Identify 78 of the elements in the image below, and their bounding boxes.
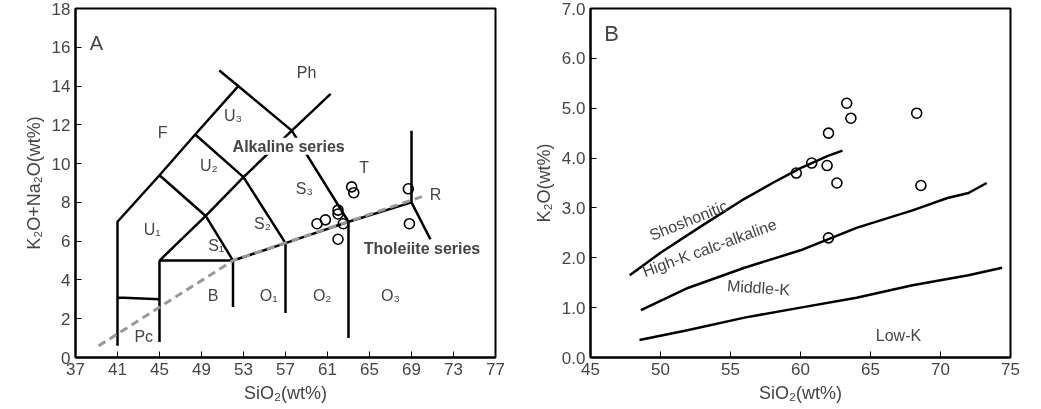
point (332, 204, 344, 216)
annotation: Low-K (875, 326, 922, 344)
annotation: U₁ (143, 221, 161, 239)
annotation: B (207, 286, 219, 304)
y-tick-label: 7.0 (561, 0, 586, 19)
x-tick-label: 73 (444, 359, 463, 379)
y-tick-label: 2.0 (561, 248, 586, 268)
y-tick-label: 16 (51, 38, 71, 58)
annotation: U₂ (199, 157, 218, 175)
y-tick-label: 5.0 (561, 99, 586, 119)
y-tick-label: 4 (61, 270, 71, 290)
x-tick-label: 60 (791, 359, 810, 379)
point (332, 208, 344, 220)
line-series (628, 149, 844, 277)
point (403, 217, 416, 230)
y-tick-label: 3.0 (561, 198, 586, 218)
y-tick-label: 1.0 (561, 298, 586, 318)
annotation: T (359, 158, 370, 176)
x-tick-label: 61 (318, 359, 337, 379)
annotation: F (157, 124, 168, 142)
point (822, 127, 835, 139)
point (402, 183, 415, 195)
y-tick-label: 6.0 (561, 49, 586, 69)
point (332, 233, 344, 246)
x-tick-label: 50 (651, 359, 670, 379)
y-tick-label: 18 (51, 0, 71, 19)
point (347, 186, 360, 199)
y-axis-title: K₂O(wt%) (533, 143, 554, 223)
y-tick-label: 10 (51, 154, 71, 174)
annotation: S₂ (253, 215, 271, 233)
point (910, 107, 923, 119)
annotation: S₃ (295, 180, 313, 198)
annotation: Tholeiite series (363, 240, 481, 258)
x-tick-label: 65 (861, 359, 880, 379)
annotation: O₁ (259, 286, 278, 304)
point (845, 112, 857, 124)
x-tick-label: 65 (360, 359, 379, 379)
annotation: Alkaline series (232, 137, 345, 155)
point (840, 97, 853, 110)
point (790, 167, 803, 179)
point (915, 179, 927, 192)
line-series (639, 181, 988, 312)
x-tick-label: 55 (721, 359, 740, 379)
x-tick-label: 53 (234, 359, 253, 379)
point (805, 157, 818, 169)
x-tick-label: 49 (192, 359, 211, 379)
x-tick-label: 75 (1001, 359, 1020, 379)
point (319, 214, 332, 226)
x-axis-title: SiO₂(wt%) (244, 382, 328, 403)
y-tick-label: 8 (61, 193, 71, 213)
y-axis-title: K₂O+Na₂O(wt%) (23, 116, 44, 250)
annotation: O₂ (312, 286, 332, 304)
annotation: O₃ (381, 286, 400, 304)
annotation: S₁ (208, 236, 225, 254)
annotation: R (429, 186, 442, 204)
y-tick-label: 12 (51, 115, 71, 135)
y-tick-label: 6 (61, 232, 71, 252)
y-tick-label: 14 (51, 77, 71, 97)
annotation: Ph (296, 63, 317, 81)
annotation: Middle-K (726, 277, 791, 299)
point (831, 177, 843, 189)
x-tick-label: 41 (108, 359, 127, 379)
x-tick-label: 45 (150, 359, 169, 379)
x-tick-label: 57 (276, 359, 295, 379)
point (822, 232, 835, 244)
x-tick-label: 70 (931, 359, 950, 379)
annotation: B (604, 20, 619, 46)
x-axis-title: SiO₂(wt%) (759, 382, 843, 403)
y-tick-label: 4.0 (561, 149, 586, 169)
point (345, 181, 358, 193)
point (821, 159, 833, 172)
point (311, 217, 323, 230)
y-tick-label: 2 (61, 309, 71, 329)
annotation: Pc (134, 327, 154, 345)
annotation: U₃ (223, 106, 243, 124)
x-tick-label: 77 (486, 359, 505, 379)
x-tick-label: 69 (402, 359, 421, 379)
annotation: A (89, 32, 104, 55)
